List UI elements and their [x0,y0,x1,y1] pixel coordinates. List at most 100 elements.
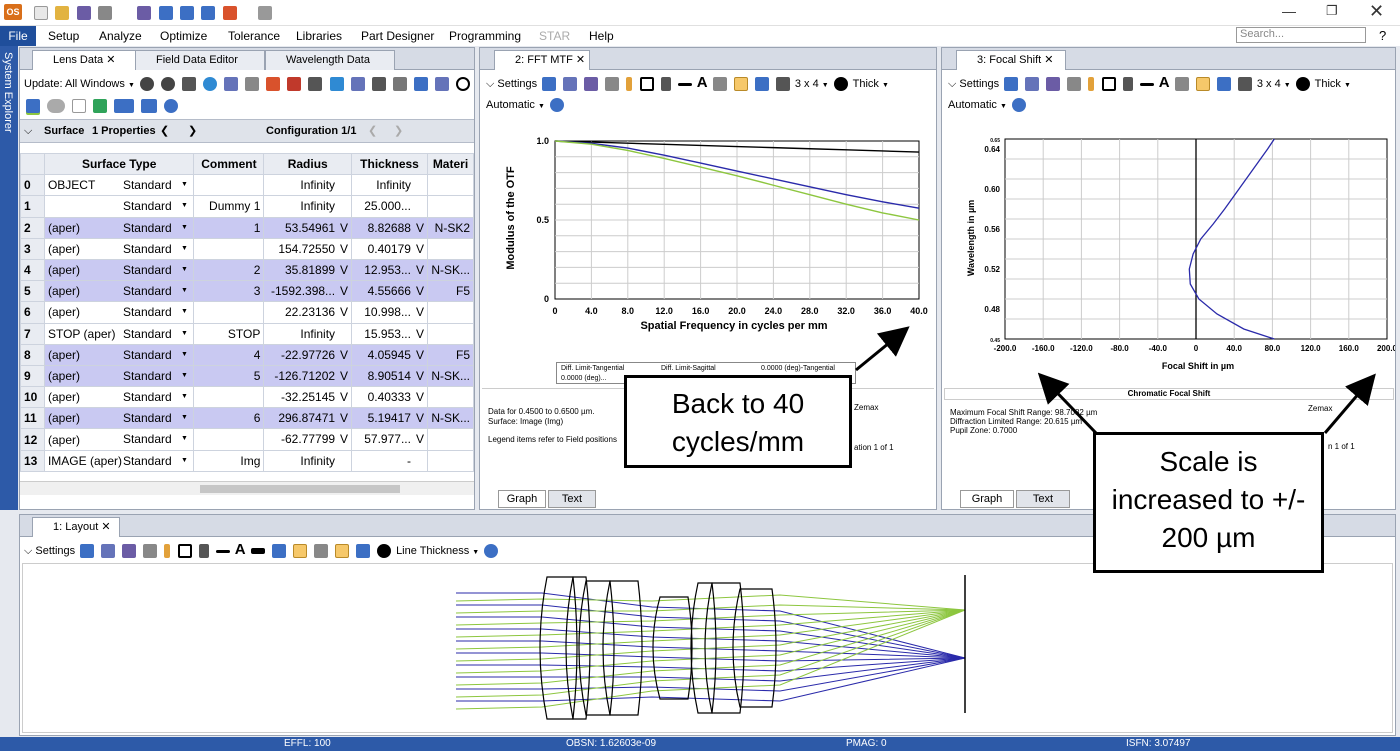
radius-cell[interactable]: -1592.398... V [263,280,353,303]
close-icon[interactable]: ✕ [1369,1,1385,21]
row-index[interactable]: 12 [20,428,45,451]
thickness-cell[interactable]: 5.19417 V [351,407,428,430]
focal-help-icon[interactable] [1011,98,1026,113]
focal-line-icon[interactable] [1139,82,1154,86]
table-row[interactable]: 5 (aper) Standard ▼ 3 -1592.398... V 4.55666 V F5 [20,280,474,303]
line-thickness-dropdown[interactable]: Line Thickness ▼ [396,545,480,557]
row-index[interactable]: 3 [20,237,45,260]
layout-window-icon[interactable] [355,544,370,559]
layout-settings-button[interactable]: ⌵ Settings [24,545,76,557]
layout-pencil-icon[interactable] [164,544,171,559]
tool-4-icon[interactable] [308,77,323,92]
row-index[interactable]: 5 [20,280,45,303]
dropdown-arrow-icon[interactable]: ▼ [180,244,188,252]
table-row[interactable]: 3 (aper) Standard ▼ 154.72550 V 0.40179 V [20,237,474,260]
collapse-icon[interactable]: ⌵ [24,125,33,137]
material-cell[interactable]: N-SK... [426,407,474,430]
dropdown-arrow-icon[interactable]: ▼ [180,287,188,295]
material-cell[interactable]: N-SK2 [426,216,474,239]
surface-type-cell[interactable]: (aper) Standard ▼ [43,216,195,239]
comment-cell[interactable] [193,237,265,260]
row-index[interactable]: 9 [20,364,45,388]
help-icon[interactable]: ? [1379,28,1387,43]
thickness-cell[interactable]: 4.05945 V [351,343,428,366]
row-index[interactable]: 7 [20,322,45,345]
thickness-cell[interactable]: 0.40333 V [351,386,428,409]
thickness-cell[interactable]: Infinity [351,174,428,197]
horizontal-scrollbar[interactable] [20,481,474,495]
focal-automatic-dropdown[interactable]: Automatic ▼ [948,99,1007,111]
thickness-cell[interactable]: 57.977... V [351,428,428,451]
thickness-variable-flag[interactable]: V [415,432,424,447]
surface-type-dropdown[interactable]: Standard [122,453,172,468]
material-cell[interactable]: N-SK... [426,258,474,282]
thickness-cell[interactable]: 4.55666 V [351,280,428,303]
surface-type-cell[interactable]: (aper) Standard ▼ [43,407,195,430]
material-cell[interactable]: N-SK... [426,364,474,388]
mtf-help-icon[interactable] [549,98,564,113]
table-row[interactable]: 13 IMAGE (aper) Standard ▼ Img Infinity - [20,449,474,472]
comment-cell[interactable]: 4 [193,343,265,366]
mtf-text-icon[interactable]: A [696,74,708,91]
comment-cell[interactable]: Img [193,449,265,472]
dropdown-arrow-icon[interactable]: ▼ [180,350,188,358]
menu-analyze[interactable]: Analyze [99,29,142,43]
next-surface-icon[interactable]: ❯ [188,125,198,137]
search-input[interactable]: Search... [1236,27,1366,43]
surface-type-cell[interactable]: (aper) Standard ▼ [43,237,195,260]
focal-refresh-icon[interactable] [1004,77,1019,92]
dropdown-arrow-icon[interactable]: ▼ [180,329,188,337]
next-config-icon[interactable]: ❯ [394,125,404,137]
thickness-cell[interactable]: 10.998... V [351,301,428,324]
tab-text[interactable]: Text [1016,490,1070,508]
surface-type-dropdown[interactable]: Standard [122,262,172,277]
update-dropdown[interactable]: Update: All Windows [24,78,125,90]
mtf-rectangle-icon[interactable] [639,77,654,92]
mtf-save-icon[interactable] [584,77,599,92]
arrows-icon[interactable] [114,99,135,114]
surface-type-cell[interactable]: (aper) Standard ▼ [43,258,195,282]
thickness-variable-flag[interactable]: V [415,284,424,299]
tab-wavelength-data[interactable]: Wavelength Data [265,50,395,70]
mtf-pencil-icon[interactable] [626,77,633,92]
focal-rectangle-icon[interactable] [1101,77,1116,92]
menu-optimize[interactable]: Optimize [160,29,208,43]
redo-icon[interactable] [180,5,195,20]
mtf-copy-icon[interactable] [563,77,578,92]
comment-cell[interactable]: Dummy 1 [193,195,265,218]
radius-cell[interactable]: -62.77799 V [263,428,353,451]
thickness-cell[interactable]: 25.000... [351,195,428,218]
mtf-stack-icon[interactable] [775,77,790,92]
tab-focal-shift[interactable]: 3: Focal Shift ✕ [956,50,1066,70]
mtf-fit-icon[interactable] [733,77,748,92]
update-all-icon[interactable] [222,5,237,20]
mtf-window-icon[interactable] [754,77,769,92]
table-row[interactable]: 4 (aper) Standard ▼ 2 35.81899 V 12.953... V N-SK… [20,258,474,282]
surface-type-dropdown[interactable]: Standard [122,390,172,405]
chart-icon[interactable] [224,77,239,92]
surface-type-dropdown[interactable]: Standard [122,432,172,447]
radius-cell[interactable]: 35.81899 V [263,258,353,282]
layout-rectangle-icon[interactable] [177,544,192,559]
table-row[interactable]: 2 (aper) Standard ▼ 1 53.54961 V 8.82688 V N-SK2 [20,216,474,239]
dropdown-arrow-icon[interactable]: ▼ [180,456,188,464]
calc-all-icon[interactable] [161,77,176,92]
surface-type-dropdown[interactable]: Standard [122,411,172,426]
focal-window-icon[interactable] [1216,77,1231,92]
swap-icon[interactable] [93,99,108,114]
tab-field-data-editor[interactable]: Field Data Editor [135,50,265,70]
mtf-automatic-dropdown[interactable]: Automatic ▼ [486,99,545,111]
properties-label[interactable]: 1 Properties [92,125,156,137]
surface-type-dropdown[interactable]: Standard [122,284,172,299]
radius-variable-flag[interactable]: V [340,284,349,299]
surface-type-dropdown[interactable]: Standard [122,368,172,383]
thickness-cell[interactable]: 0.40179 V [351,237,428,260]
thickness-cell[interactable]: 15.953... V [351,322,428,345]
row-index[interactable]: 6 [20,301,45,324]
focal-print-icon[interactable] [1067,77,1082,92]
radius-cell[interactable]: 296.87471 V [263,407,353,430]
calculator-icon[interactable] [139,77,154,92]
radius-cell[interactable]: -32.25145 V [263,386,353,409]
thickness-variable-flag[interactable]: V [415,347,424,362]
toggle-icon[interactable] [47,99,66,114]
